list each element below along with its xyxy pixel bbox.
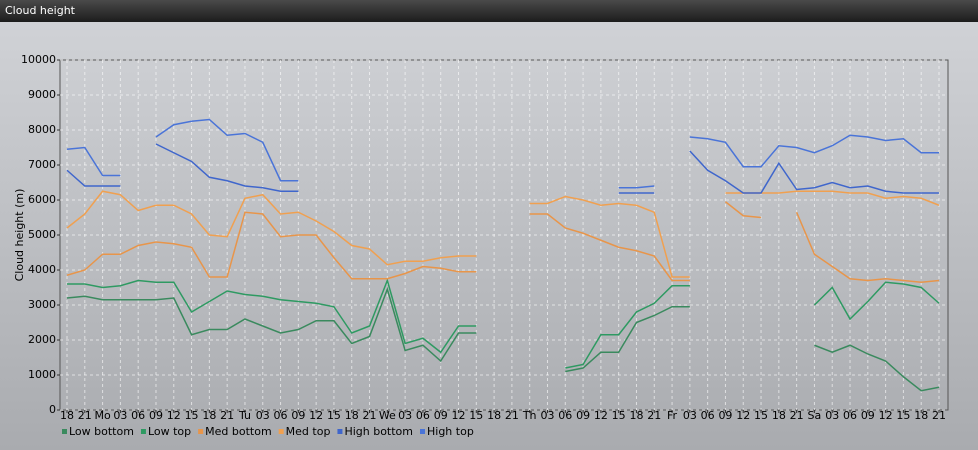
x-tick-label: Th <box>522 409 537 422</box>
y-tick-label: 9000 <box>28 88 56 101</box>
x-tick-label: 06 <box>701 409 715 422</box>
x-tick-label: 21 <box>790 409 804 422</box>
series-line <box>66 118 939 189</box>
x-tick-label: 18 <box>487 409 501 422</box>
series-line <box>66 201 940 284</box>
x-tick-label: 03 <box>256 409 270 422</box>
legend-label: High bottom <box>344 425 413 438</box>
x-tick-label: 12 <box>736 409 750 422</box>
x-tick-label: 18 <box>629 409 643 422</box>
legend-swatch <box>337 429 343 434</box>
window-title: Cloud height <box>0 0 978 22</box>
legend-label: Med bottom <box>205 425 272 438</box>
y-tick-label: 1000 <box>28 368 56 381</box>
x-tick-label: 18 <box>202 409 216 422</box>
x-tick-label: 21 <box>932 409 946 422</box>
legend-label: Low top <box>148 425 191 438</box>
x-tick-label: Tu <box>238 409 251 422</box>
y-tick-label: 0 <box>49 403 56 416</box>
x-tick-label: 12 <box>167 409 181 422</box>
x-tick-label: 03 <box>398 409 412 422</box>
legend-swatch <box>62 429 67 434</box>
y-tick-label: 10000 <box>21 53 56 66</box>
x-tick-label: 18 <box>772 409 786 422</box>
x-tick-label: 03 <box>683 409 697 422</box>
x-tick-label: 06 <box>558 409 572 422</box>
legend-label: Med top <box>286 425 331 438</box>
x-tick-label: 15 <box>612 409 626 422</box>
y-axis-label: Cloud height (m) <box>13 189 26 282</box>
x-tick-label: Mo <box>94 409 110 422</box>
legend-swatch <box>420 429 425 434</box>
y-tick-label: 6000 <box>28 193 56 206</box>
y-tick-label: 7000 <box>28 158 56 171</box>
x-tick-label: 06 <box>274 409 288 422</box>
x-tick-label: 12 <box>309 409 323 422</box>
x-tick-label: 15 <box>896 409 910 422</box>
legend-swatch <box>198 429 204 434</box>
x-tick-label: 18 <box>914 409 928 422</box>
legend-swatch <box>278 429 284 434</box>
x-tick-label: 15 <box>469 409 483 422</box>
x-tick-label: 09 <box>861 409 875 422</box>
y-tick-label: 5000 <box>28 228 56 241</box>
x-tick-label: Fr <box>667 409 678 422</box>
x-tick-label: 15 <box>185 409 199 422</box>
x-tick-label: 06 <box>843 409 857 422</box>
x-tick-label: 18 <box>60 409 74 422</box>
series-line <box>67 278 940 369</box>
series-line <box>66 143 939 194</box>
x-tick-label: 09 <box>149 409 163 422</box>
x-tick-label: 21 <box>78 409 92 422</box>
y-tick-label: 8000 <box>28 123 56 136</box>
series-line <box>66 190 940 278</box>
x-tick-label: 12 <box>879 409 893 422</box>
y-tick-label: 3000 <box>28 298 56 311</box>
x-tick-label: 09 <box>291 409 305 422</box>
x-tick-label: 18 <box>345 409 359 422</box>
x-tick-label: 06 <box>416 409 430 422</box>
x-tick-label: 21 <box>647 409 661 422</box>
x-tick-label: 15 <box>754 409 768 422</box>
legend-label: High top <box>427 425 474 438</box>
y-tick-label: 4000 <box>28 263 56 276</box>
x-tick-label: 21 <box>220 409 234 422</box>
x-tick-label: 03 <box>540 409 554 422</box>
x-tick-label: 03 <box>113 409 127 422</box>
series-line <box>66 286 940 392</box>
x-tick-label: 06 <box>131 409 145 422</box>
legend-swatch <box>140 429 146 434</box>
x-tick-label: 15 <box>327 409 341 422</box>
x-tick-label: 21 <box>505 409 519 422</box>
x-tick-label: 09 <box>718 409 732 422</box>
x-tick-label: 21 <box>363 409 377 422</box>
x-tick-label: 09 <box>434 409 448 422</box>
y-tick-label: 2000 <box>28 333 56 346</box>
x-tick-label: 12 <box>594 409 608 422</box>
x-tick-label: 12 <box>452 409 466 422</box>
legend-label: Low bottom <box>69 425 134 438</box>
x-tick-label: 03 <box>825 409 839 422</box>
x-tick-label: We <box>379 409 396 422</box>
x-tick-label: Sa <box>808 409 822 422</box>
x-tick-label: 09 <box>576 409 590 422</box>
